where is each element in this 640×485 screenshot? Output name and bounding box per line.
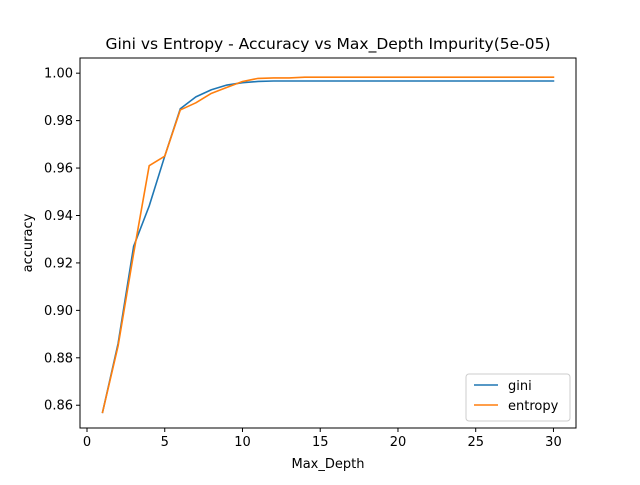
chart-title: Gini vs Entropy - Accuracy vs Max_Depth …	[105, 35, 550, 54]
x-tick-label: 0	[83, 435, 91, 450]
legend-label-gini: gini	[508, 379, 532, 394]
x-axis-label: Max_Depth	[292, 457, 365, 472]
x-tick-label: 15	[312, 435, 329, 450]
y-tick-label: 0.88	[44, 351, 73, 366]
legend-label-entropy: entropy	[508, 399, 559, 414]
legend: gini entropy	[465, 373, 571, 422]
x-tick-label: 5	[161, 435, 169, 450]
x-tick-label: 10	[234, 435, 251, 450]
y-tick-label: 0.92	[44, 256, 73, 271]
series-line-entropy	[101, 76, 555, 414]
plot-frame	[79, 57, 577, 429]
x-tick-label: 30	[545, 435, 562, 450]
y-axis-label: accuracy	[21, 213, 36, 272]
y-tick-label: 0.98	[44, 114, 73, 129]
y-tick-label: 0.94	[44, 209, 73, 224]
y-tick-label: 0.86	[44, 399, 73, 414]
y-tick-label: 0.96	[44, 162, 73, 177]
y-tick-label: 1.00	[44, 67, 73, 82]
x-tick-label: 25	[467, 435, 484, 450]
y-tick-label: 0.90	[44, 304, 73, 319]
x-tick-label: 20	[390, 435, 407, 450]
